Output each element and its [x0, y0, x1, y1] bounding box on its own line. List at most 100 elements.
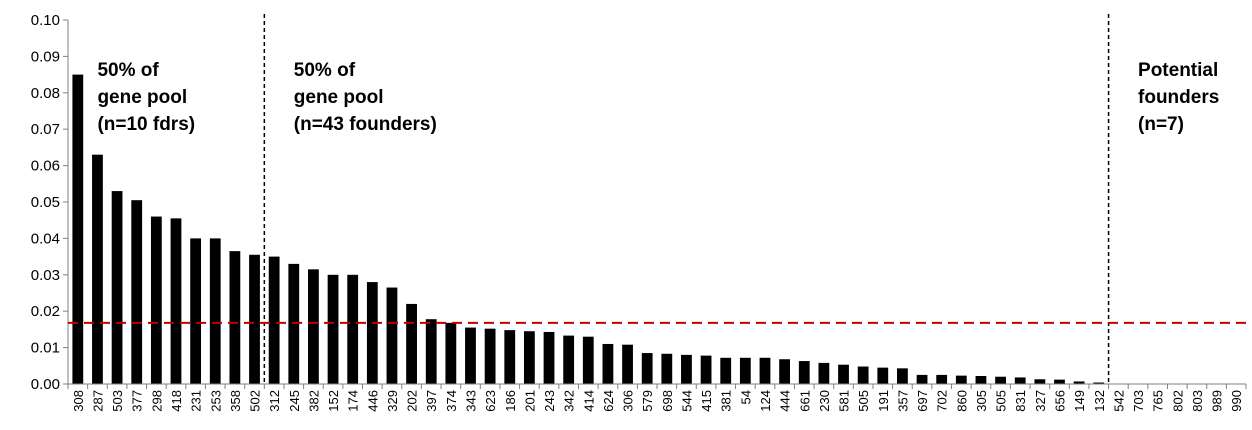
x-tick-label: 446 [365, 390, 380, 412]
bar [484, 328, 496, 384]
bar [288, 263, 300, 384]
bar [798, 361, 810, 384]
x-tick-label: 253 [208, 390, 223, 412]
bar [739, 357, 751, 384]
x-tick-label: 343 [463, 390, 478, 412]
x-tick-label: 702 [935, 390, 950, 412]
bar [425, 319, 437, 384]
y-axis: 0.00 0.01 0.02 0.03 0.04 0.05 0.06 0.07 0.08 0.09… [31, 12, 69, 393]
x-tick-label: 656 [1052, 390, 1067, 412]
x-tick-label: 503 [110, 390, 125, 412]
bar [661, 353, 673, 384]
x-tick-label: 308 [71, 390, 86, 412]
y-tick-label: 0.08 [31, 85, 60, 102]
annotation-line: (n=10 fdrs) [97, 114, 195, 135]
x-tick-label: 661 [797, 390, 812, 412]
bar [150, 216, 162, 384]
x-tick-label: 831 [1013, 390, 1028, 412]
y-tick-label: 0.02 [31, 303, 60, 320]
bar [995, 376, 1006, 384]
bar [622, 344, 633, 384]
bar [1014, 377, 1026, 384]
annotation-line: (n=43 founders) [294, 114, 437, 135]
bar [92, 154, 103, 384]
y-tick-label: 0.05 [31, 194, 60, 211]
bar [779, 359, 791, 384]
bar [249, 254, 260, 384]
bar [543, 331, 555, 384]
x-tick-label: 327 [1033, 390, 1048, 412]
bar [916, 374, 928, 384]
bar [209, 238, 221, 384]
bar [229, 251, 241, 384]
bar [523, 331, 535, 384]
x-tick-label: 152 [326, 390, 341, 412]
x-tick-label: 305 [974, 390, 989, 412]
bar [897, 368, 908, 384]
bar [308, 269, 319, 384]
bar [268, 256, 280, 384]
bars [72, 74, 1105, 384]
bar [190, 238, 202, 384]
annotation-line: gene pool [294, 87, 384, 108]
bar [818, 362, 830, 384]
x-tick-label: 803 [1190, 390, 1205, 412]
annotation-line: Potential [1138, 60, 1218, 81]
bar [936, 374, 948, 384]
x-tick-label: 298 [149, 390, 164, 412]
bar [170, 218, 182, 384]
x-tick-label: 54 [738, 390, 753, 404]
bar [955, 375, 967, 384]
bar [838, 364, 849, 384]
bar [72, 74, 84, 384]
bar [1034, 379, 1046, 384]
bar [1054, 379, 1065, 384]
y-tick-label: 0.03 [31, 267, 60, 284]
bar [582, 336, 594, 384]
x-tick-label: 191 [876, 390, 891, 412]
y-tick-label: 0.01 [31, 340, 60, 357]
x-tick-label: 132 [1092, 390, 1107, 412]
annotation-line: founders [1138, 87, 1219, 108]
annotation-line: (n=7) [1138, 114, 1184, 135]
y-tick-label: 0.10 [31, 12, 60, 29]
x-tick-label: 544 [679, 390, 694, 412]
bar [1073, 381, 1085, 384]
x-tick-label: 231 [189, 390, 204, 412]
x-tick-label: 990 [1229, 390, 1244, 412]
x-tick-label: 542 [1111, 390, 1126, 412]
x-tick-label: 381 [719, 390, 734, 412]
bar [406, 303, 417, 384]
x-tick-label: 415 [699, 390, 714, 412]
y-tick-label: 0.00 [31, 376, 60, 393]
bar [720, 357, 732, 384]
annotations: 50% of gene pool (n=10 fdrs) 50% of gene poo… [97, 60, 1219, 135]
x-tick-label: 230 [817, 390, 832, 412]
bar [759, 357, 771, 384]
x-tick-label: 624 [601, 390, 616, 412]
x-tick-label: 802 [1170, 390, 1185, 412]
bar [877, 367, 889, 384]
x-tick-label: 357 [895, 390, 910, 412]
bar [641, 353, 653, 384]
x-tick-label: 201 [522, 390, 537, 412]
x-tick-label: 505 [856, 390, 871, 412]
x-tick-label: 149 [1072, 390, 1087, 412]
bar [681, 354, 692, 384]
x-tick-label: 698 [660, 390, 675, 412]
bar [366, 282, 378, 384]
x-tick-label: 989 [1210, 390, 1225, 412]
x-tick-label: 243 [542, 390, 557, 412]
y-tick-label: 0.06 [31, 158, 60, 175]
annotation: Potential founders (n=7) [1138, 60, 1219, 135]
bar [327, 274, 339, 384]
bar [445, 322, 457, 384]
bar [857, 366, 869, 384]
bar [602, 343, 614, 384]
x-tick-label: 382 [306, 390, 321, 412]
x-tick-label: 860 [954, 390, 969, 412]
annotation-line: 50% of [294, 60, 356, 81]
x-tick-label: 377 [130, 390, 145, 412]
x-tick-label: 397 [424, 390, 439, 412]
bar [975, 375, 987, 384]
